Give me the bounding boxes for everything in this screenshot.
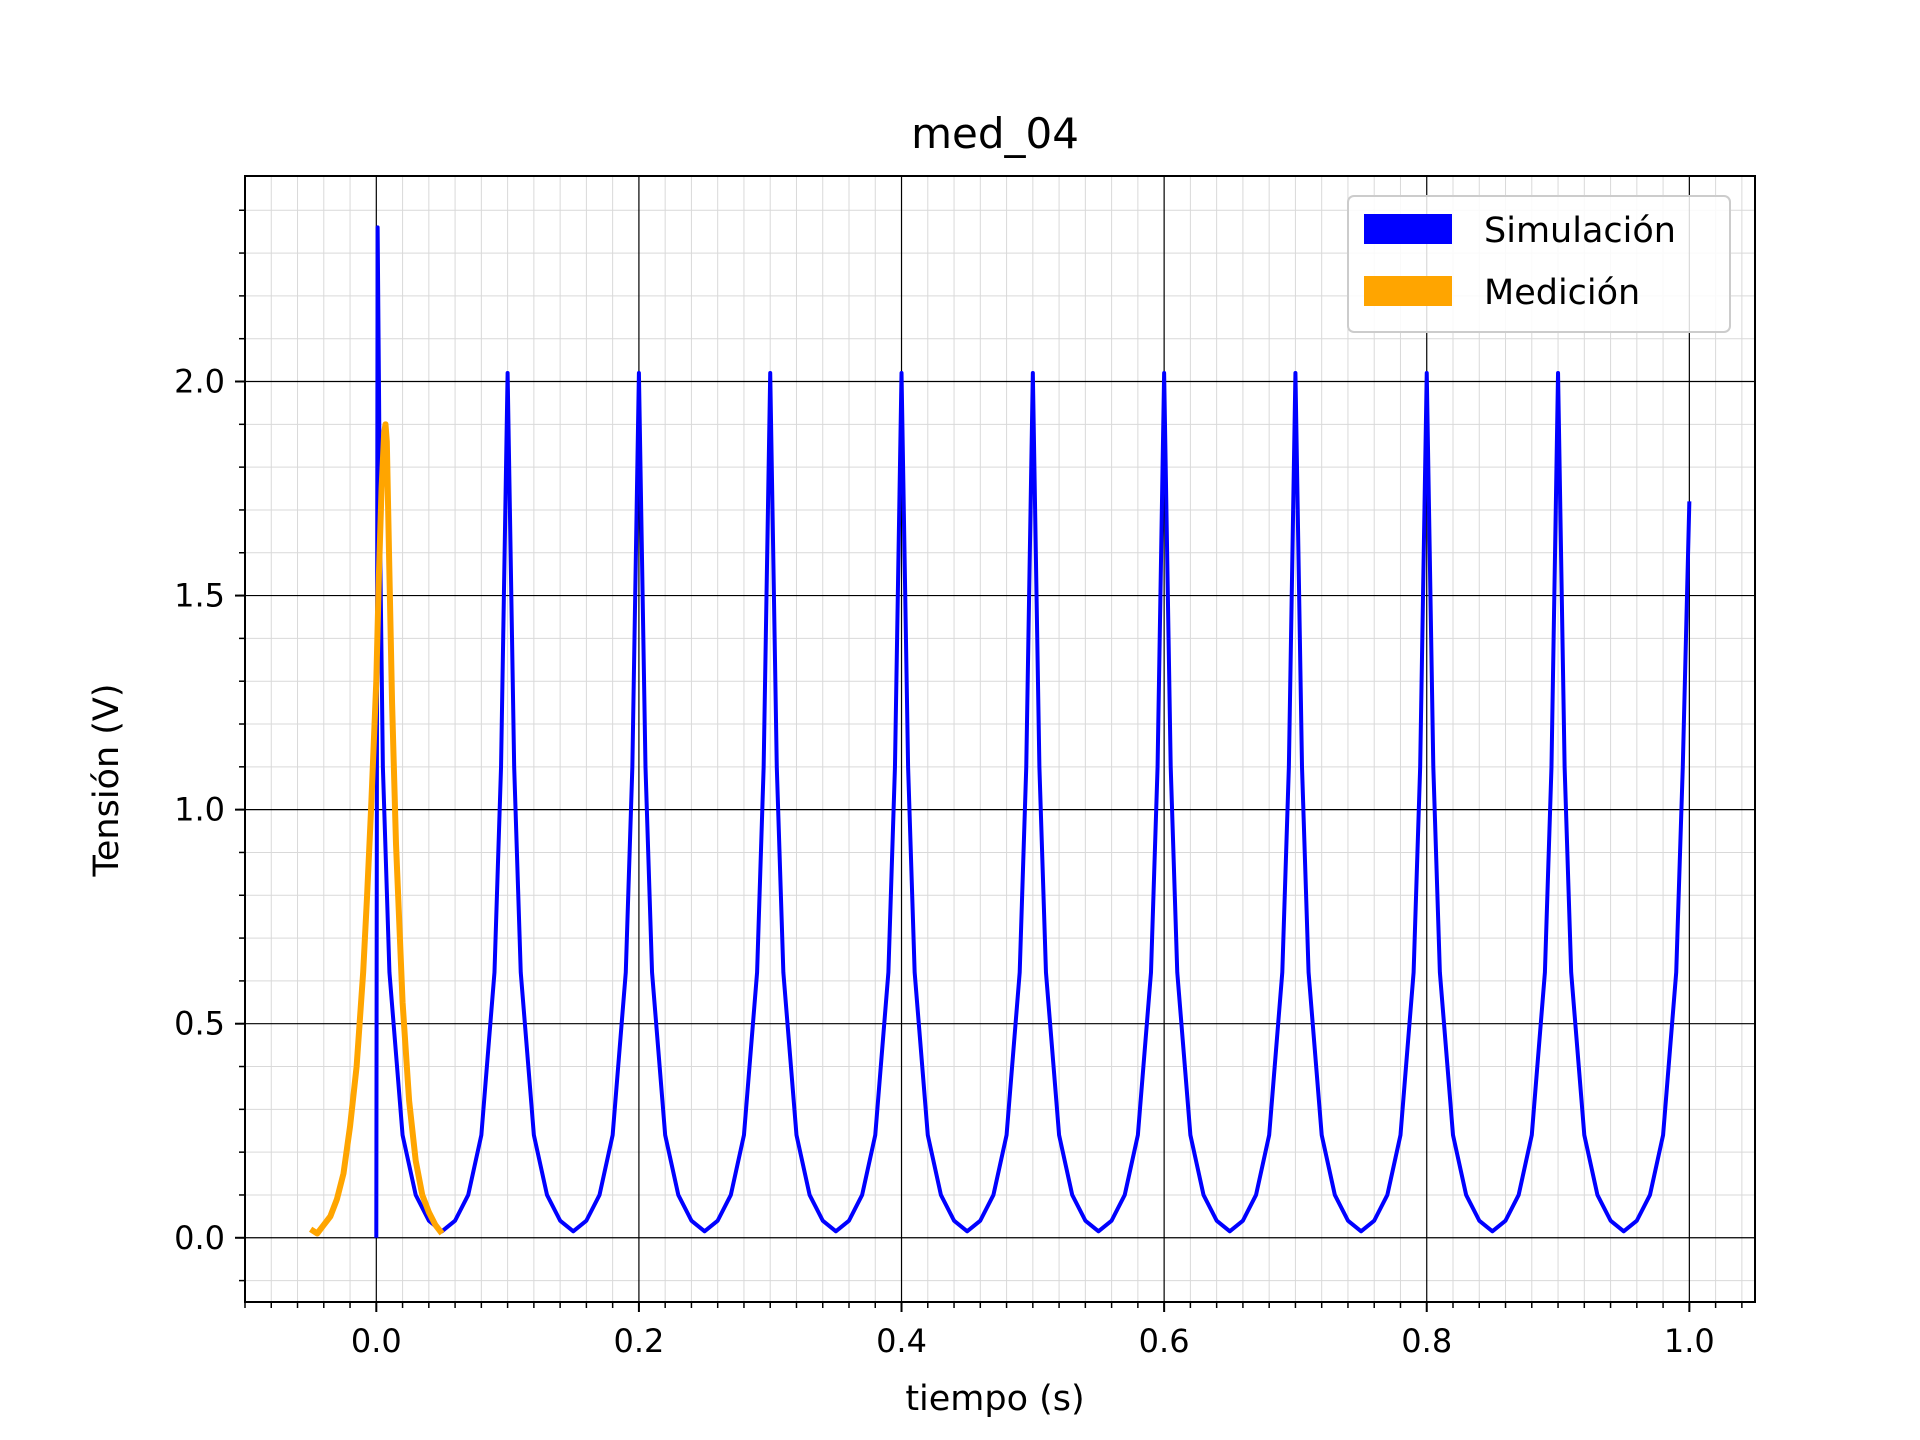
legend-swatch-simulacion [1364, 214, 1452, 244]
x-tick-label: 1.0 [1664, 1322, 1715, 1360]
series-line-simulacion [374, 225, 1692, 1238]
x-tick-label: 0.0 [351, 1322, 402, 1360]
legend: Simulación Medición [1347, 195, 1731, 333]
y-tick-label: 0.0 [174, 1219, 225, 1257]
y-tick-label: 2.0 [174, 363, 225, 401]
legend-label-simulacion: Simulación [1484, 211, 1676, 251]
series-line-medicion [309, 421, 445, 1237]
x-tick-label: 0.6 [1139, 1322, 1190, 1360]
axes-frame [244, 175, 1756, 1303]
x-tick-label: 0.2 [613, 1322, 664, 1360]
y-tick-label: 1.0 [174, 791, 225, 829]
y-axis-label: Tensión (V) [87, 683, 127, 877]
x-tick-label: 0.8 [1401, 1322, 1452, 1360]
legend-label-medicion: Medición [1484, 273, 1640, 313]
plot-area: 0.0 0.2 0.4 0.6 0.8 1.0 0.0 0.5 1.0 1.5 2.0 [174, 175, 1756, 1360]
x-axis-label: tiempo (s) [905, 1379, 1084, 1419]
legend-swatch-medicion [1364, 276, 1452, 306]
y-tick-label: 1.5 [174, 577, 225, 615]
chart-title: med_04 [911, 109, 1079, 158]
y-tick-label: 0.5 [174, 1005, 225, 1043]
x-tick-label: 0.4 [876, 1322, 927, 1360]
